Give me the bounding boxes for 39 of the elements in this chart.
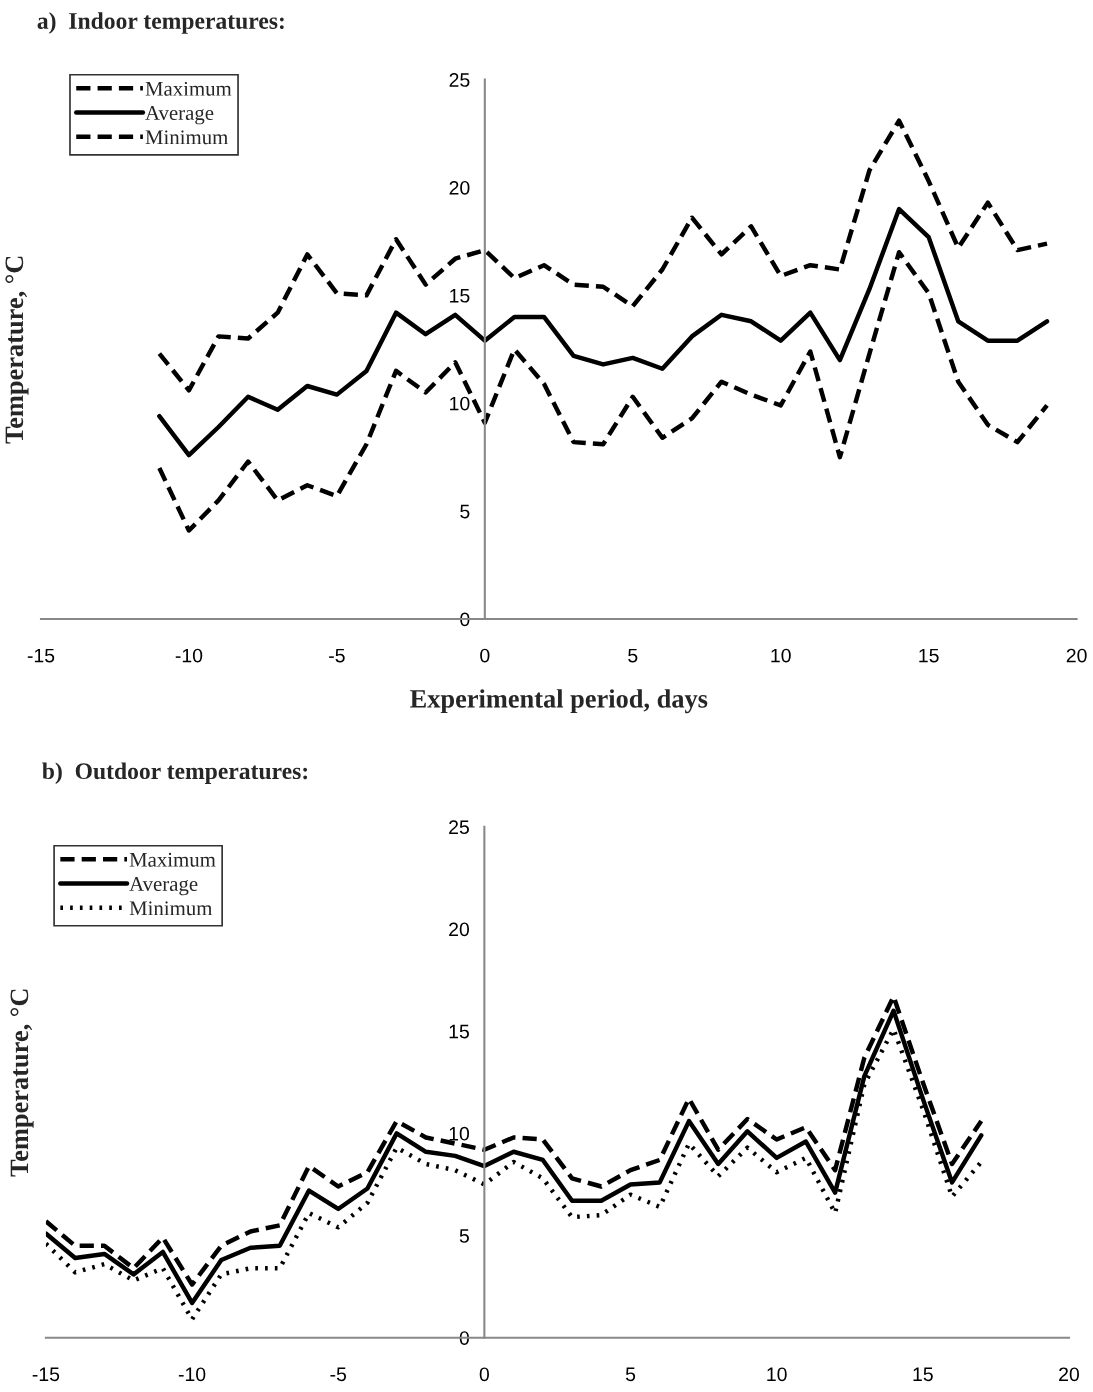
legend-label: Minimum bbox=[145, 130, 228, 145]
x-tick-label: 10 bbox=[767, 1367, 787, 1382]
y-tick-label: 10 bbox=[450, 396, 470, 411]
x-tick-label: -5 bbox=[330, 1367, 347, 1382]
y-tick-label: 5 bbox=[459, 1229, 469, 1243]
x-tick-label: 5 bbox=[625, 1367, 636, 1382]
legend-label: Maximum bbox=[129, 852, 216, 867]
x-tick-label: 0 bbox=[479, 1367, 489, 1382]
y-tick-label: 15 bbox=[450, 289, 470, 303]
x-tick-label: 20 bbox=[1066, 648, 1087, 663]
chart-title: a) Indoor temperatures: bbox=[37, 12, 284, 34]
x-tick-label: 5 bbox=[628, 648, 638, 663]
y-axis-title: Temperature, °C bbox=[5, 256, 29, 444]
chart-title: b) Outdoor temperatures: bbox=[42, 762, 308, 784]
y-tick-label: 5 bbox=[460, 504, 470, 519]
x-tick-label: -10 bbox=[175, 648, 203, 663]
x-tick-label: -5 bbox=[329, 648, 345, 663]
x-tick-label: 0 bbox=[480, 648, 490, 663]
y-tick-label: 25 bbox=[449, 820, 469, 835]
x-tick-label: 15 bbox=[919, 648, 939, 663]
legend-label: Minimum bbox=[129, 901, 213, 916]
y-tick-label: 20 bbox=[449, 180, 470, 195]
x-tick-label: -10 bbox=[178, 1367, 206, 1382]
x-tick-label: 20 bbox=[1059, 1367, 1080, 1382]
legend-label: Average bbox=[129, 877, 198, 896]
y-tick-label: 10 bbox=[449, 1126, 470, 1141]
x-tick-label: 10 bbox=[771, 648, 791, 663]
y-tick-label: 15 bbox=[449, 1024, 469, 1039]
line-series bbox=[157, 206, 1050, 458]
x-tick-label: -15 bbox=[32, 1367, 60, 1382]
y-tick-label: 20 bbox=[449, 922, 470, 937]
legend-label: Average bbox=[145, 106, 214, 125]
y-axis-title: Temperature, °C bbox=[10, 989, 34, 1177]
y-tick-label: 25 bbox=[449, 73, 470, 87]
x-axis-title: Experimental period, days bbox=[410, 689, 708, 714]
x-tick-label: -15 bbox=[27, 648, 55, 663]
line-series bbox=[157, 250, 1050, 533]
legend-label: Maximum bbox=[145, 81, 232, 96]
x-tick-label: 15 bbox=[913, 1367, 933, 1382]
